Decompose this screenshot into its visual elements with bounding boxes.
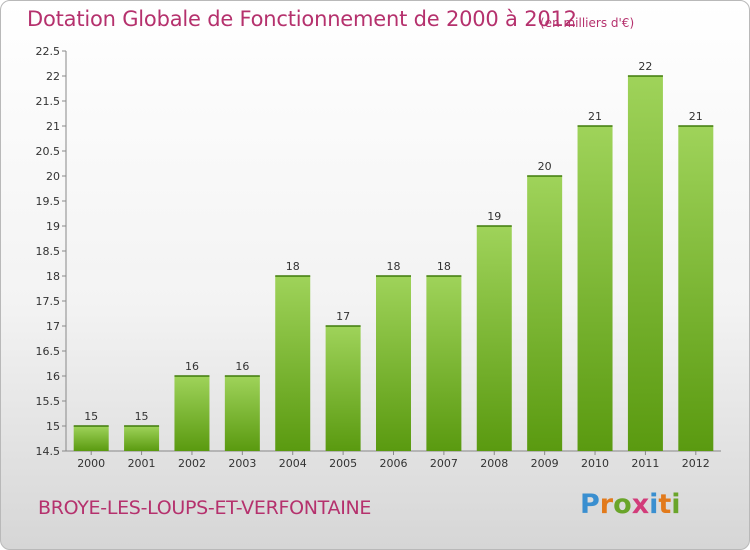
y-tick-label: 21 — [46, 120, 60, 133]
chart-title: Dotation Globale de Fonctionnement de 20… — [27, 7, 577, 31]
bar — [577, 126, 613, 451]
y-tick-label: 20.5 — [36, 145, 61, 158]
bar-value-label: 15 — [84, 410, 98, 423]
y-tick-label: 14.5 — [36, 445, 61, 458]
bar — [376, 276, 411, 451]
x-tick-label: 2007 — [430, 457, 458, 470]
y-tick-label: 22.5 — [36, 45, 61, 58]
logo-letter: t — [658, 489, 672, 520]
x-tick-label: 2008 — [480, 457, 508, 470]
bar-value-label: 16 — [235, 360, 249, 373]
bar-value-label: 18 — [387, 260, 401, 273]
x-tick-label: 2003 — [228, 457, 256, 470]
bar — [224, 376, 260, 451]
x-tick-label: 2000 — [77, 457, 105, 470]
bar — [678, 126, 714, 451]
bar — [124, 426, 160, 451]
y-tick-label: 17.5 — [36, 295, 61, 308]
y-tick-label: 19 — [46, 220, 60, 233]
y-tick-label: 19.5 — [36, 195, 61, 208]
bar-value-label: 22 — [638, 60, 652, 73]
bar — [627, 76, 663, 451]
x-tick-label: 2010 — [581, 457, 609, 470]
y-tick-label: 22 — [46, 70, 60, 83]
proxiti-logo[interactable]: Proxiti — [580, 489, 681, 520]
x-tick-label: 2004 — [279, 457, 307, 470]
y-tick-label: 15 — [46, 420, 60, 433]
bar-value-label: 17 — [336, 310, 350, 323]
x-tick-label: 2005 — [329, 457, 357, 470]
x-tick-label: 2012 — [682, 457, 710, 470]
y-tick-label: 20 — [46, 170, 60, 183]
logo-letter: r — [599, 489, 614, 520]
x-tick-label: 2011 — [631, 457, 659, 470]
chart-unit-note: (en milliers d'€) — [540, 16, 635, 30]
y-tick-label: 18.5 — [36, 245, 61, 258]
bar — [476, 226, 512, 451]
commune-name: BROYE-LES-LOUPS-ET-VERFONTAINE — [38, 497, 372, 519]
x-tick-label: 2002 — [178, 457, 206, 470]
bar-value-label: 15 — [135, 410, 149, 423]
x-tick-label: 2006 — [380, 457, 408, 470]
x-tick-label: 2009 — [531, 457, 559, 470]
logo-letter: i — [671, 489, 681, 520]
logo-letter: x — [631, 489, 650, 520]
bar — [325, 326, 361, 451]
logo-letter: o — [613, 489, 632, 520]
bar-value-label: 16 — [185, 360, 199, 373]
x-tick-label: 2001 — [128, 457, 156, 470]
y-tick-label: 21.5 — [36, 95, 61, 108]
bar — [527, 176, 563, 451]
logo-letter: P — [580, 489, 600, 520]
bar-value-label: 21 — [689, 110, 703, 123]
bar — [426, 276, 462, 451]
bar — [174, 376, 210, 451]
y-tick-label: 15.5 — [36, 395, 61, 408]
y-tick-label: 17 — [46, 320, 60, 333]
bar-value-label: 18 — [437, 260, 451, 273]
y-tick-label: 18 — [46, 270, 60, 283]
bar — [275, 276, 311, 451]
bar-value-label: 19 — [487, 210, 501, 223]
y-tick-label: 16 — [46, 370, 60, 383]
bar — [73, 426, 109, 451]
logo-letter: i — [649, 489, 659, 520]
bar-value-label: 21 — [588, 110, 602, 123]
bar-value-label: 18 — [286, 260, 300, 273]
y-tick-label: 16.5 — [36, 345, 61, 358]
bar-value-label: 20 — [538, 160, 552, 173]
